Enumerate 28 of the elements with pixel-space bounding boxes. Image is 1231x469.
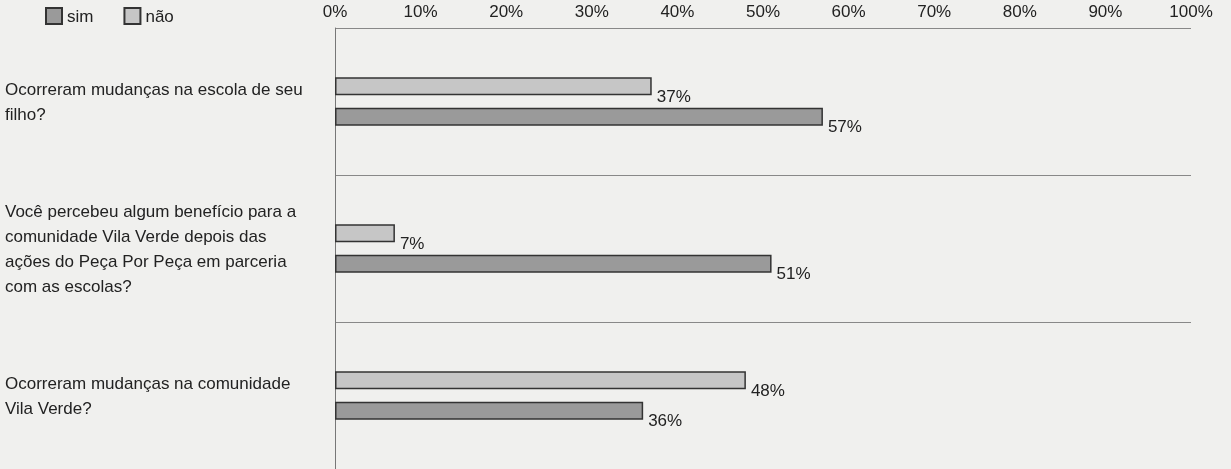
- bar: [335, 77, 652, 96]
- bar: [335, 107, 823, 126]
- y-tick-label: Você percebeu algum benefício para a comunidade Vila Verde depois das ações do Peça Por Peça em parceria com as escolas?: [5, 201, 301, 296]
- x-tick-label: 20%: [489, 2, 524, 21]
- x-tick-label: 60%: [831, 2, 866, 21]
- data-label: 36%: [648, 411, 683, 431]
- x-tick-label: 40%: [660, 2, 695, 21]
- data-label: 37%: [656, 86, 691, 106]
- x-tick-label: 70%: [917, 2, 952, 21]
- bar: [335, 371, 746, 390]
- data-label: 48%: [750, 380, 785, 400]
- y-tick-label: Ocorreram mudanças na escola de seu filho?: [5, 79, 308, 124]
- x-tick-label: 90%: [1088, 2, 1123, 21]
- bar: [335, 224, 395, 243]
- bar: [335, 401, 644, 420]
- x-tick-label: 30%: [574, 2, 609, 21]
- legend-label: sim: [67, 6, 94, 26]
- x-tick-label: 0%: [322, 2, 348, 21]
- data-label: 51%: [776, 264, 811, 284]
- legend-label: não: [145, 6, 174, 26]
- data-label: 57%: [827, 117, 862, 137]
- bar: [335, 254, 772, 273]
- y-tick-label: Ocorreram mudanças na comunidade Vila Verde?: [5, 373, 296, 418]
- x-tick-label: 100%: [1169, 2, 1213, 21]
- data-label: 7%: [399, 233, 425, 253]
- x-tick-label: 80%: [1002, 2, 1037, 21]
- x-tick-label: 10%: [403, 2, 438, 21]
- x-tick-label: 50%: [745, 2, 781, 21]
